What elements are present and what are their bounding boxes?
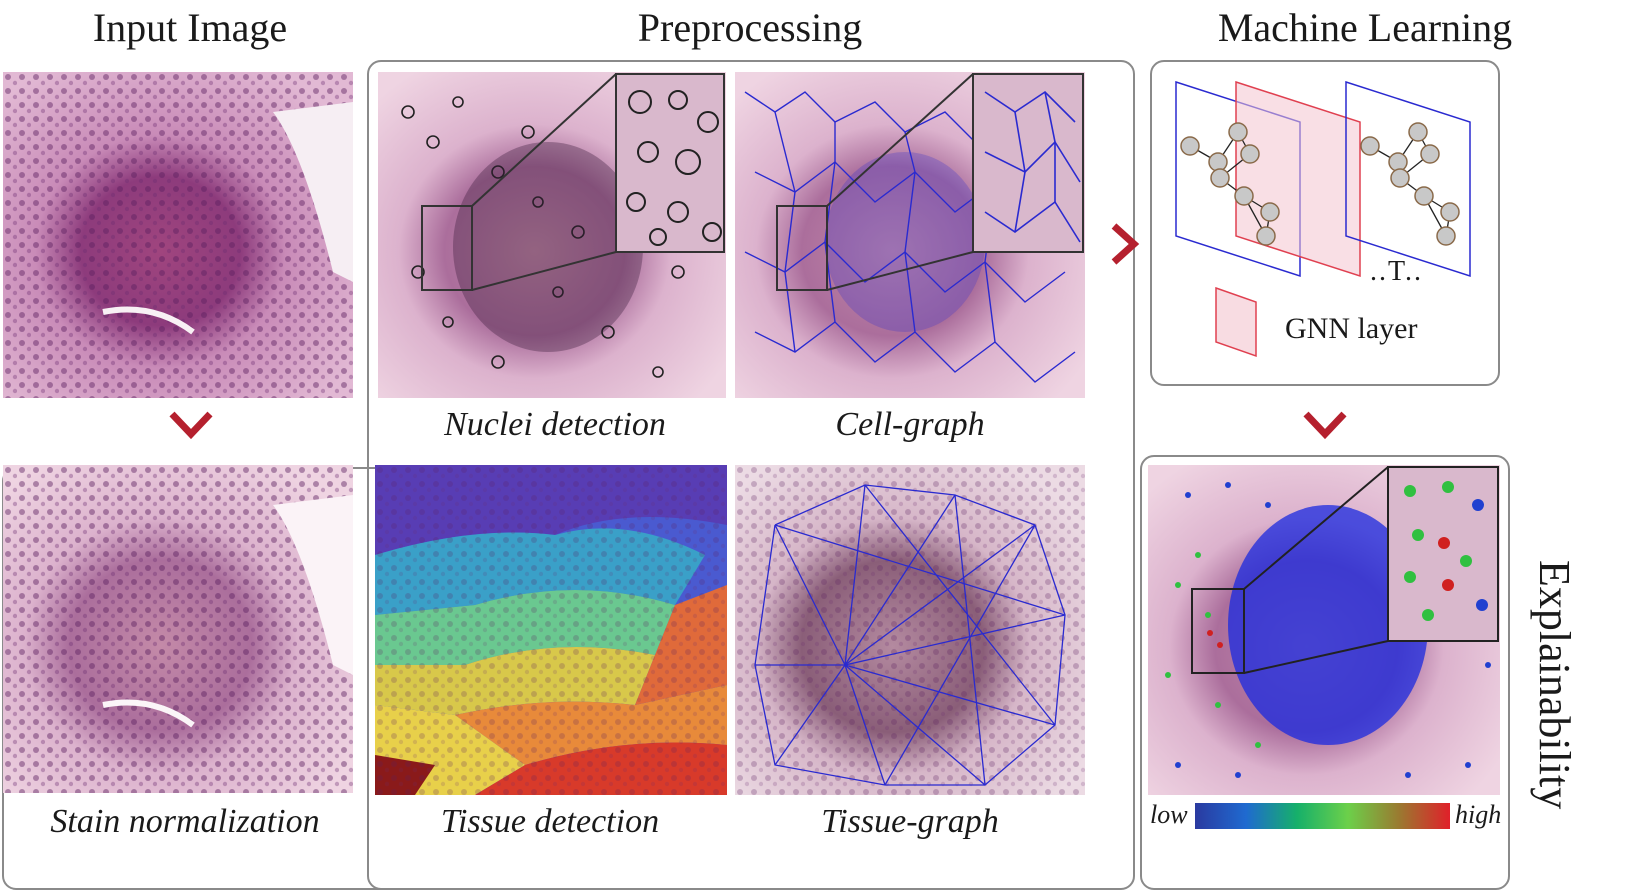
legend-low-label: low <box>1150 800 1188 829</box>
chevron-down-icon <box>169 411 213 440</box>
layer-ellipsis: ..T.. <box>1370 256 1424 287</box>
caption-stain-normalization: Stain normalization <box>50 803 320 840</box>
gnn-diagram <box>1160 70 1490 376</box>
nuclei-detection-image <box>378 72 726 398</box>
explainability-frame <box>1140 455 1510 890</box>
header-machine-learning: Machine Learning <box>1217 5 1513 50</box>
explainability-title: Explainability <box>1530 560 1579 810</box>
explainability-image <box>1148 465 1500 795</box>
tissue-graph-image <box>735 465 1085 795</box>
importance-color-scale <box>1195 803 1450 829</box>
header-preprocessing: Preprocessing <box>637 5 863 50</box>
cell-graph-image <box>735 72 1085 398</box>
chevron-down-icon <box>1303 411 1347 440</box>
caption-cell-graph: Cell-graph <box>835 406 985 443</box>
chevron-right-icon <box>1111 223 1140 265</box>
input-image <box>3 72 353 398</box>
legend-high-label: high <box>1455 800 1502 829</box>
caption-nuclei-detection: Nuclei detection <box>444 406 666 443</box>
caption-tissue-graph: Tissue-graph <box>821 803 999 840</box>
stain-normalized-image <box>3 465 353 793</box>
header-input-image: Input Image <box>92 5 288 50</box>
caption-tissue-detection: Tissue detection <box>440 803 660 840</box>
tissue-detection-image <box>375 465 727 795</box>
ml-frame <box>1150 60 1500 386</box>
gnn-layer-label: GNN layer <box>1285 312 1418 345</box>
